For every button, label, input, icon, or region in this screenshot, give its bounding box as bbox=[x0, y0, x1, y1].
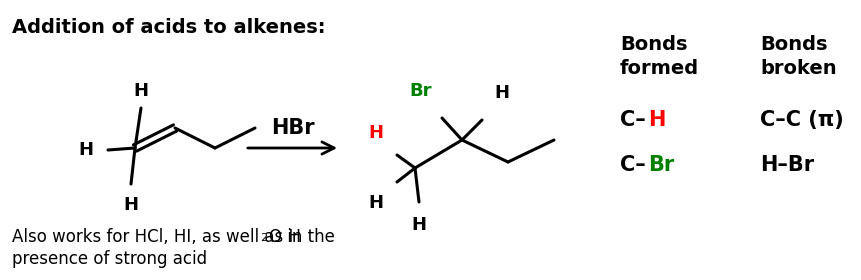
Text: H: H bbox=[368, 124, 382, 142]
Text: C–: C– bbox=[619, 155, 645, 175]
Text: H: H bbox=[77, 141, 93, 159]
Text: H: H bbox=[368, 194, 382, 212]
Text: C–: C– bbox=[619, 110, 645, 130]
Text: O in the: O in the bbox=[269, 228, 334, 246]
Text: H: H bbox=[123, 196, 139, 214]
Text: H–Br: H–Br bbox=[759, 155, 813, 175]
Text: H: H bbox=[647, 110, 665, 130]
Text: H: H bbox=[493, 84, 508, 102]
Text: Br: Br bbox=[647, 155, 673, 175]
Text: Addition of acids to alkenes:: Addition of acids to alkenes: bbox=[12, 18, 325, 37]
Text: Br: Br bbox=[409, 82, 431, 100]
Text: H: H bbox=[411, 216, 426, 234]
Text: H: H bbox=[133, 82, 148, 100]
Text: Bonds
broken: Bonds broken bbox=[759, 35, 836, 78]
Text: C–C (π): C–C (π) bbox=[759, 110, 843, 130]
Text: 2: 2 bbox=[260, 233, 267, 243]
Text: presence of strong acid: presence of strong acid bbox=[12, 250, 207, 268]
Text: HBr: HBr bbox=[270, 118, 314, 138]
Text: Also works for HCl, HI, as well as H: Also works for HCl, HI, as well as H bbox=[12, 228, 300, 246]
Text: Bonds
formed: Bonds formed bbox=[619, 35, 698, 78]
